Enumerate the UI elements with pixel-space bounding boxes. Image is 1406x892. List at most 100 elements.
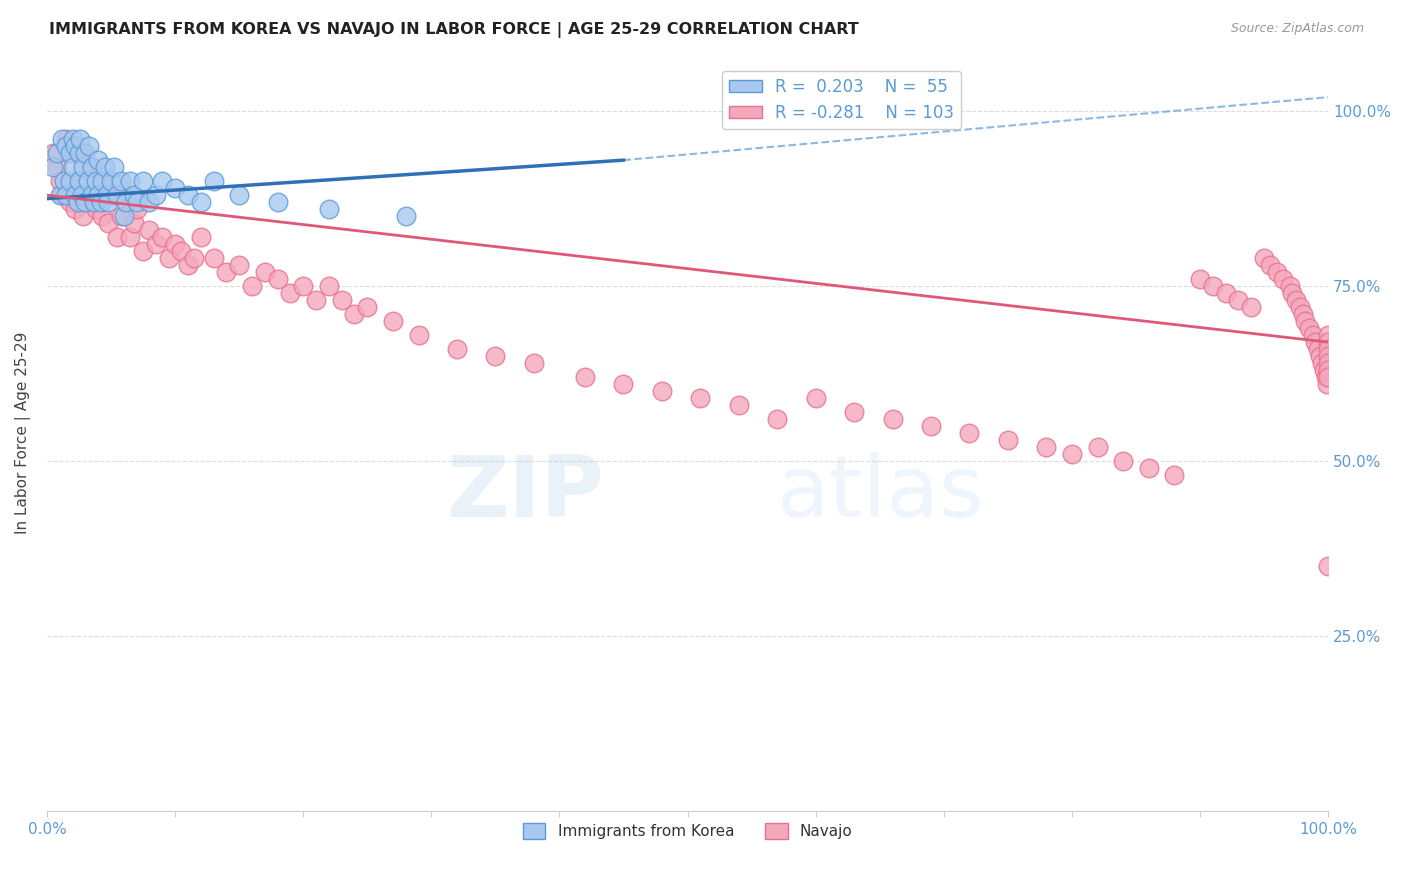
- Point: [318, 202, 340, 216]
- Point: [51, 132, 73, 146]
- Point: [112, 209, 135, 223]
- Point: [1316, 377, 1339, 392]
- Point: [46, 160, 69, 174]
- Point: [1240, 300, 1263, 314]
- Point: [1285, 293, 1308, 307]
- Point: [1317, 328, 1340, 343]
- Point: [145, 237, 167, 252]
- Point: [55, 139, 77, 153]
- Point: [253, 265, 276, 279]
- Point: [804, 391, 827, 405]
- Point: [1317, 342, 1340, 356]
- Point: [1281, 286, 1303, 301]
- Y-axis label: In Labor Force | Age 25-29: In Labor Force | Age 25-29: [15, 332, 31, 534]
- Point: [77, 195, 100, 210]
- Point: [87, 188, 110, 202]
- Point: [87, 188, 110, 202]
- Point: [62, 160, 84, 174]
- Point: [46, 146, 69, 161]
- Point: [112, 188, 135, 202]
- Point: [1291, 307, 1313, 321]
- Point: [115, 195, 138, 210]
- Point: [100, 174, 122, 188]
- Point: [42, 160, 65, 174]
- Point: [103, 160, 125, 174]
- Point: [228, 188, 250, 202]
- Point: [1215, 286, 1237, 301]
- Point: [330, 293, 353, 307]
- Point: [150, 174, 173, 188]
- Point: [1163, 468, 1185, 483]
- Point: [110, 209, 132, 223]
- Point: [59, 146, 82, 161]
- Point: [125, 202, 148, 216]
- Point: [122, 188, 145, 202]
- Point: [1112, 454, 1135, 468]
- Point: [120, 230, 142, 244]
- Point: [215, 265, 238, 279]
- Point: [80, 160, 103, 174]
- Point: [62, 132, 84, 146]
- Point: [97, 216, 120, 230]
- Point: [1189, 272, 1212, 286]
- Point: [395, 209, 418, 223]
- Point: [574, 370, 596, 384]
- Point: [49, 188, 72, 202]
- Point: [80, 160, 103, 174]
- Point: [727, 398, 749, 412]
- Point: [42, 146, 65, 161]
- Point: [1302, 328, 1324, 343]
- Text: atlas: atlas: [778, 452, 986, 535]
- Point: [138, 195, 160, 210]
- Point: [107, 230, 129, 244]
- Point: [1265, 265, 1288, 279]
- Point: [356, 300, 378, 314]
- Point: [72, 160, 94, 174]
- Point: [484, 349, 506, 363]
- Point: [80, 188, 103, 202]
- Point: [67, 174, 90, 188]
- Point: [1317, 363, 1340, 377]
- Point: [190, 230, 212, 244]
- Point: [75, 146, 97, 161]
- Point: [1035, 440, 1057, 454]
- Point: [110, 174, 132, 188]
- Point: [93, 174, 115, 188]
- Point: [90, 195, 112, 210]
- Point: [957, 426, 980, 441]
- Point: [63, 188, 86, 202]
- Point: [292, 279, 315, 293]
- Point: [59, 174, 82, 188]
- Point: [132, 174, 155, 188]
- Point: [177, 188, 200, 202]
- Point: [1137, 461, 1160, 475]
- Point: [170, 244, 193, 259]
- Point: [157, 251, 180, 265]
- Point: [882, 412, 904, 426]
- Point: [1260, 258, 1282, 272]
- Point: [63, 139, 86, 153]
- Point: [1253, 251, 1275, 265]
- Point: [202, 251, 225, 265]
- Point: [87, 153, 110, 168]
- Point: [202, 174, 225, 188]
- Point: [381, 314, 404, 328]
- Point: [62, 146, 84, 161]
- Point: [120, 174, 142, 188]
- Point: [997, 433, 1019, 447]
- Point: [70, 188, 93, 202]
- Point: [651, 384, 673, 399]
- Point: [1278, 279, 1301, 293]
- Point: [125, 195, 148, 210]
- Point: [145, 188, 167, 202]
- Point: [446, 342, 468, 356]
- Point: [318, 279, 340, 293]
- Point: [612, 377, 634, 392]
- Point: [84, 202, 107, 216]
- Point: [1305, 335, 1327, 350]
- Point: [150, 230, 173, 244]
- Point: [67, 146, 90, 161]
- Text: Source: ZipAtlas.com: Source: ZipAtlas.com: [1230, 22, 1364, 36]
- Point: [1227, 293, 1250, 307]
- Point: [408, 328, 430, 343]
